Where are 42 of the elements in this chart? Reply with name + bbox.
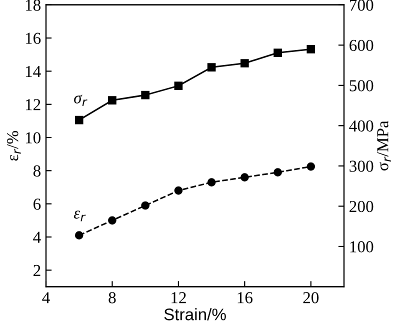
point [306, 162, 316, 171]
y-tick-label: 8 [33, 165, 41, 177]
point [74, 231, 84, 240]
y2-tick-label: 700 [350, 0, 374, 11]
series-label: σ$_{r}$ [74, 94, 88, 106]
y2-tick-label: 500 [350, 80, 374, 92]
point [108, 96, 116, 104]
x-tick-label: 4 [42, 292, 50, 304]
point [207, 63, 216, 72]
y-tick-label: 14 [26, 66, 41, 77]
point [274, 168, 282, 176]
x-axis-title: Strain/% [164, 308, 226, 320]
point [108, 216, 116, 225]
y2-tick-label: 400 [349, 120, 374, 132]
y2-tick-label: 200 [350, 200, 374, 212]
point [306, 44, 316, 54]
point [174, 186, 183, 195]
series-label: ε$_{r}$ [74, 210, 86, 222]
y-tick-label: 2 [34, 264, 40, 276]
y-axis-title: ε$_{r}$/% [6, 130, 21, 161]
point [274, 48, 282, 57]
point [240, 59, 249, 68]
y2-tick-label: 300 [350, 160, 374, 172]
point [74, 116, 84, 124]
x-tick-label: 16 [238, 292, 253, 304]
point [240, 173, 249, 182]
point [207, 178, 216, 186]
y-tick-label: 12 [26, 99, 40, 110]
x-tick-label: 20 [303, 292, 319, 304]
y-tick-label: 6 [34, 198, 41, 210]
x-tick-label: 12 [172, 292, 186, 304]
y2-tick-label: 100 [350, 241, 374, 252]
y-tick-label: 10 [26, 132, 41, 144]
y2-tick-label: 600 [350, 40, 374, 52]
y2-axis-title: σ$_{r}$/MPa [377, 120, 391, 170]
point [141, 90, 150, 100]
x-tick-label: 8 [108, 292, 116, 304]
y-tick-label: 16 [26, 32, 41, 44]
point [141, 201, 150, 210]
y-tick-label: 4 [33, 232, 41, 243]
point [174, 82, 183, 90]
y-tick-label: 18 [26, 0, 41, 11]
